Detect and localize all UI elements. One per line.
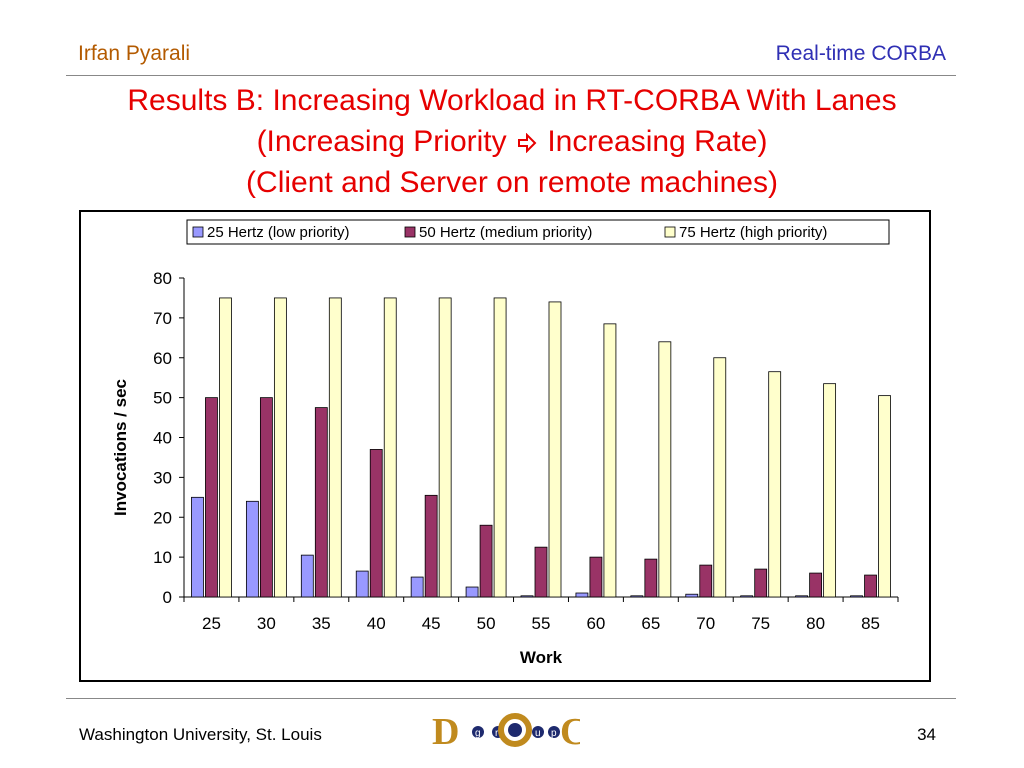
doc-group-logo: D g r u p C [432, 711, 580, 753]
legend-swatch-3 [664, 226, 676, 238]
bar-2-60 [589, 556, 603, 598]
bar-2-65 [644, 558, 658, 598]
svg-text:g: g [475, 728, 481, 739]
slide-title-text-2a: (Increasing Priority [256, 125, 507, 158]
legend-swatch-1 [192, 226, 204, 238]
bar-2-45 [424, 494, 438, 598]
page-number: 34 [917, 725, 936, 744]
bar-2-35 [314, 407, 328, 598]
legend-box [186, 219, 890, 245]
x-tick-label: 40 [367, 614, 386, 633]
svg-text:p: p [551, 728, 557, 739]
bar-2-85 [864, 574, 877, 598]
bar-2-50 [479, 524, 493, 598]
bar-1-55 [520, 595, 534, 598]
y-tick-label: 10 [153, 548, 172, 567]
slide-title-line-1: Results B: Increasing Workload in RT-COR… [0, 80, 1024, 122]
y-tick-label: 70 [153, 309, 172, 328]
bar-2-80 [809, 572, 823, 598]
bar-1-30 [245, 500, 259, 598]
x-tick-label: 60 [586, 614, 605, 633]
x-tick-label: 70 [696, 614, 715, 633]
x-tick-label: 55 [532, 614, 551, 633]
footer-institution: Washington University, St. Louis [79, 725, 322, 744]
bar-3-55 [548, 301, 562, 598]
bar-chart: 0 10 20 30 40 50 60 70 80 25 30 35 40 45 50 55 60 65 70 75 8… [111, 219, 899, 667]
bar-3-45 [438, 297, 452, 598]
logo-letter-c: C [560, 711, 580, 753]
bar-1-25 [191, 496, 204, 598]
slide-title-text-1: Results B: Increasing Workload in RT-COR… [127, 84, 897, 117]
slide-title-line-2: (Increasing Priority Increasing Rate) [0, 121, 1024, 163]
bar-1-40 [355, 570, 369, 598]
y-tick-label: 20 [153, 508, 172, 527]
bar-1-45 [410, 576, 424, 598]
bar-3-70 [713, 357, 727, 598]
y-tick-label: 30 [153, 468, 172, 487]
bar-1-35 [300, 554, 314, 598]
x-axis-title: Work [520, 648, 563, 667]
header-divider [66, 75, 956, 76]
x-tick-label: 50 [477, 614, 496, 633]
bar-1-60 [575, 592, 589, 598]
y-tick-label: 40 [153, 429, 172, 448]
chart-frame: 0 10 20 30 40 50 60 70 80 25 30 35 40 45 50 55 60 65 70 75 8… [79, 210, 931, 682]
bar-3-60 [603, 323, 617, 598]
bar-3-25 [219, 297, 232, 598]
y-tick-label: 0 [163, 588, 172, 607]
legend-label-1: 25 Hertz (low priority) [207, 224, 350, 241]
slide-title-text-3: (Client and Server on remote machines) [246, 166, 778, 199]
slide-title-line-3: (Client and Server on remote machines) [0, 162, 1024, 204]
presentation-topic: Real-time CORBA [775, 42, 946, 65]
bar-3-50 [493, 297, 507, 598]
x-tick-label: 75 [751, 614, 770, 633]
bar-1-50 [465, 586, 479, 598]
x-tick-label: 85 [861, 614, 880, 633]
bar-1-75 [740, 595, 754, 598]
x-tick-label: 45 [422, 614, 441, 633]
x-tick-label: 30 [257, 614, 276, 633]
author-name: Irfan Pyarali [78, 42, 191, 65]
bar-2-70 [699, 564, 713, 598]
x-tick-label: 25 [202, 614, 221, 633]
y-tick-label: 80 [153, 269, 172, 288]
bar-3-85 [878, 395, 891, 598]
bar-1-70 [685, 593, 699, 598]
bar-1-80 [795, 595, 809, 598]
bar-3-75 [768, 371, 782, 598]
y-tick-label: 50 [153, 389, 172, 408]
legend-swatch-2 [404, 226, 416, 238]
bar-3-30 [273, 297, 287, 598]
bar-2-30 [259, 397, 273, 598]
bar-2-25 [205, 397, 218, 598]
y-axis-title: Invocations / sec [111, 379, 130, 516]
bar-1-85 [850, 595, 863, 598]
svg-text:r: r [495, 728, 499, 739]
bar-3-65 [658, 341, 672, 598]
logo-letter-d: D [432, 711, 459, 753]
legend-label-3: 75 Hertz (high priority) [679, 224, 827, 241]
bar-2-75 [754, 568, 768, 598]
footer-divider [66, 698, 956, 699]
slide-title-text-2b: Increasing Rate) [547, 125, 768, 158]
bar-2-40 [369, 449, 383, 598]
x-tick-label: 35 [312, 614, 331, 633]
bar-1-65 [630, 595, 644, 598]
legend-label-2: 50 Hertz (medium priority) [419, 224, 592, 241]
bar-3-80 [823, 383, 837, 598]
bar-2-55 [534, 546, 548, 598]
y-tick-label: 60 [153, 349, 172, 368]
bar-3-35 [328, 297, 342, 598]
x-tick-label: 65 [641, 614, 660, 633]
x-tick-label: 80 [806, 614, 825, 633]
bar-3-40 [383, 297, 397, 598]
hollow-right-arrow-icon [517, 133, 537, 153]
svg-text:u: u [535, 728, 541, 739]
